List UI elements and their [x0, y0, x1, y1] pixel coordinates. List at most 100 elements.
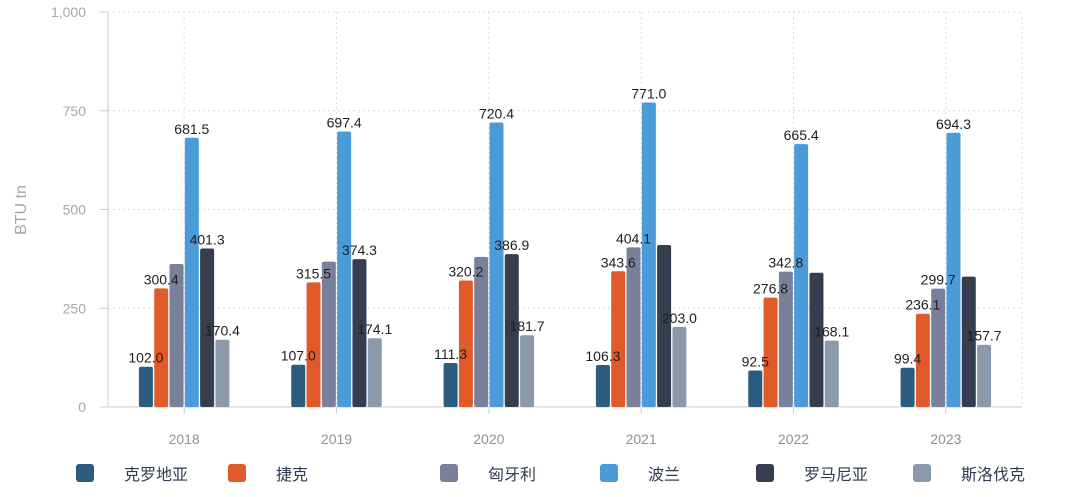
data-label: 401.3	[190, 231, 225, 247]
bar	[184, 137, 199, 407]
legend-item[interactable]: 捷克	[228, 458, 308, 488]
data-labels: 102.0 300.4 681.5 401.3 170.4 107.0 315.5 697.4…	[128, 85, 1001, 369]
bar	[611, 271, 626, 407]
bar	[748, 370, 763, 407]
legend-item[interactable]: 斯洛伐克	[913, 458, 1025, 488]
data-label: 203.0	[662, 310, 697, 326]
legend-swatch	[913, 464, 931, 482]
data-label: 276.8	[753, 281, 788, 297]
legend-label: 捷克	[276, 465, 309, 484]
bar	[595, 365, 610, 407]
data-label: 343.6	[601, 254, 636, 270]
data-label: 315.5	[296, 265, 331, 281]
bar	[337, 131, 352, 408]
data-label: 320.2	[448, 264, 483, 280]
bar	[931, 288, 946, 407]
legend-swatch	[600, 464, 618, 482]
bar	[306, 282, 321, 407]
data-label: 107.0	[281, 348, 316, 364]
legend-item[interactable]: 克罗地亚	[76, 458, 188, 488]
bar	[946, 132, 961, 407]
data-label: 771.0	[631, 85, 666, 101]
legend: 克罗地亚 捷克 匈牙利 波兰 罗马尼亚 斯洛伐克	[0, 458, 1080, 494]
bar	[900, 367, 915, 407]
bar	[794, 144, 809, 408]
bar	[458, 280, 473, 407]
y-tick-label: 500	[63, 202, 87, 218]
bar	[200, 248, 215, 407]
legend-swatch	[228, 464, 246, 482]
data-label: 342.8	[768, 255, 803, 271]
bar	[154, 288, 169, 407]
chart: 0 250 500 750 1,000 2018 2019 2020 2021 2022 2023…	[13, 4, 1023, 447]
legend-label: 克罗地亚	[124, 465, 189, 484]
bar	[138, 366, 153, 407]
data-label: 236.1	[905, 297, 940, 313]
legend-swatch	[756, 464, 774, 482]
x-tick-label: 2020	[473, 431, 504, 447]
data-label: 99.4	[894, 351, 921, 367]
data-label: 374.3	[342, 242, 377, 258]
data-label: 102.0	[128, 350, 163, 366]
data-label: 697.4	[327, 115, 362, 131]
legend-label: 波兰	[648, 465, 681, 484]
bar	[291, 364, 306, 407]
y-tick-label: 1,000	[51, 4, 86, 20]
bar	[961, 276, 976, 407]
x-tick-label: 2022	[778, 431, 809, 447]
y-tick-label: 750	[63, 103, 87, 119]
data-label: 404.1	[616, 230, 651, 246]
bar	[626, 247, 641, 407]
bar	[474, 256, 489, 407]
data-label: 170.4	[205, 323, 240, 339]
bar	[489, 122, 504, 407]
bar	[352, 259, 367, 407]
data-label: 174.1	[357, 321, 392, 337]
data-label: 181.7	[510, 318, 545, 334]
legend-label: 匈牙利	[488, 465, 537, 484]
data-label: 665.4	[784, 127, 819, 143]
data-label: 168.1	[814, 324, 849, 340]
data-label: 694.3	[936, 116, 971, 132]
x-tick-label: 2019	[321, 431, 352, 447]
data-label: 300.4	[144, 271, 179, 287]
legend-item[interactable]: 波兰	[600, 458, 680, 488]
data-label: 157.7	[967, 328, 1002, 344]
legend-item[interactable]: 罗马尼亚	[756, 458, 868, 488]
bar	[915, 313, 930, 407]
bar	[520, 335, 535, 407]
grid-lines	[108, 11, 1023, 407]
legend-item[interactable]: 匈牙利	[440, 458, 536, 488]
y-axis-title: BTU tn	[13, 185, 30, 235]
data-label: 386.9	[494, 237, 529, 253]
bar	[367, 338, 382, 407]
data-label: 299.7	[921, 272, 956, 288]
bar	[215, 339, 230, 407]
data-label: 92.5	[742, 353, 769, 369]
data-label: 720.4	[479, 105, 514, 121]
bar	[778, 271, 793, 407]
bar	[977, 344, 992, 407]
data-label: 681.5	[174, 121, 209, 137]
bar	[321, 261, 336, 407]
x-tick-label: 2023	[930, 431, 961, 447]
bar	[672, 326, 687, 407]
y-tick-label: 250	[63, 300, 87, 316]
x-tick-label: 2018	[169, 431, 200, 447]
data-label: 111.3	[434, 346, 467, 362]
legend-swatch	[76, 464, 94, 482]
y-tick-label: 0	[78, 399, 86, 415]
x-axis: 2018 2019 2020 2021 2022 2023	[108, 406, 1022, 447]
data-label: 106.3	[585, 348, 620, 364]
y-axis: 0 250 500 750 1,000	[51, 4, 109, 415]
legend-label: 罗马尼亚	[804, 465, 869, 484]
bar	[641, 102, 656, 407]
bars	[138, 102, 992, 408]
bar	[169, 264, 184, 407]
legend-label: 斯洛伐克	[961, 465, 1026, 484]
bar	[504, 254, 519, 407]
bar	[809, 272, 824, 407]
bar	[824, 340, 839, 407]
bar	[763, 297, 778, 407]
legend-swatch	[440, 464, 458, 482]
